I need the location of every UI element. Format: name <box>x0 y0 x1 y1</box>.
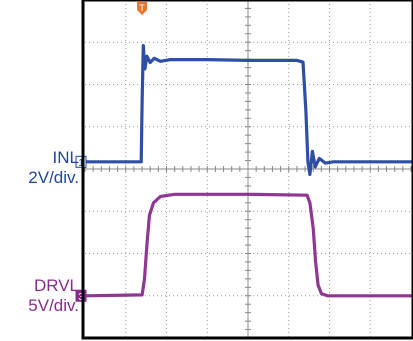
channel-marker-1: 1 <box>75 155 87 169</box>
channel-marker-box <box>75 289 87 302</box>
drvl-channel-label: DRVL 5V/div. <box>28 276 79 316</box>
scope-traces <box>83 43 413 298</box>
channel-marker-box <box>75 155 87 168</box>
scope-grid <box>84 0 412 339</box>
channel-marker-3: 3 <box>75 289 87 303</box>
channel-marker-number: 1 <box>78 158 84 169</box>
drvl-scale: 5V/div. <box>28 296 79 315</box>
trace-inl <box>83 43 413 177</box>
inl-name: INL <box>52 148 79 167</box>
trigger-marker: T <box>137 2 148 15</box>
scope-markers: 1 3 T <box>75 2 148 303</box>
trigger-marker-shape <box>137 2 148 15</box>
drvl-name: DRVL <box>33 276 79 295</box>
scope-frame <box>81 0 413 340</box>
inl-scale: 2V/div. <box>28 168 79 187</box>
trace-drvl <box>83 192 413 298</box>
inl-channel-label: INL 2V/div. <box>28 148 79 188</box>
trigger-marker-label: T <box>139 3 145 13</box>
channel-marker-number: 3 <box>78 292 84 303</box>
